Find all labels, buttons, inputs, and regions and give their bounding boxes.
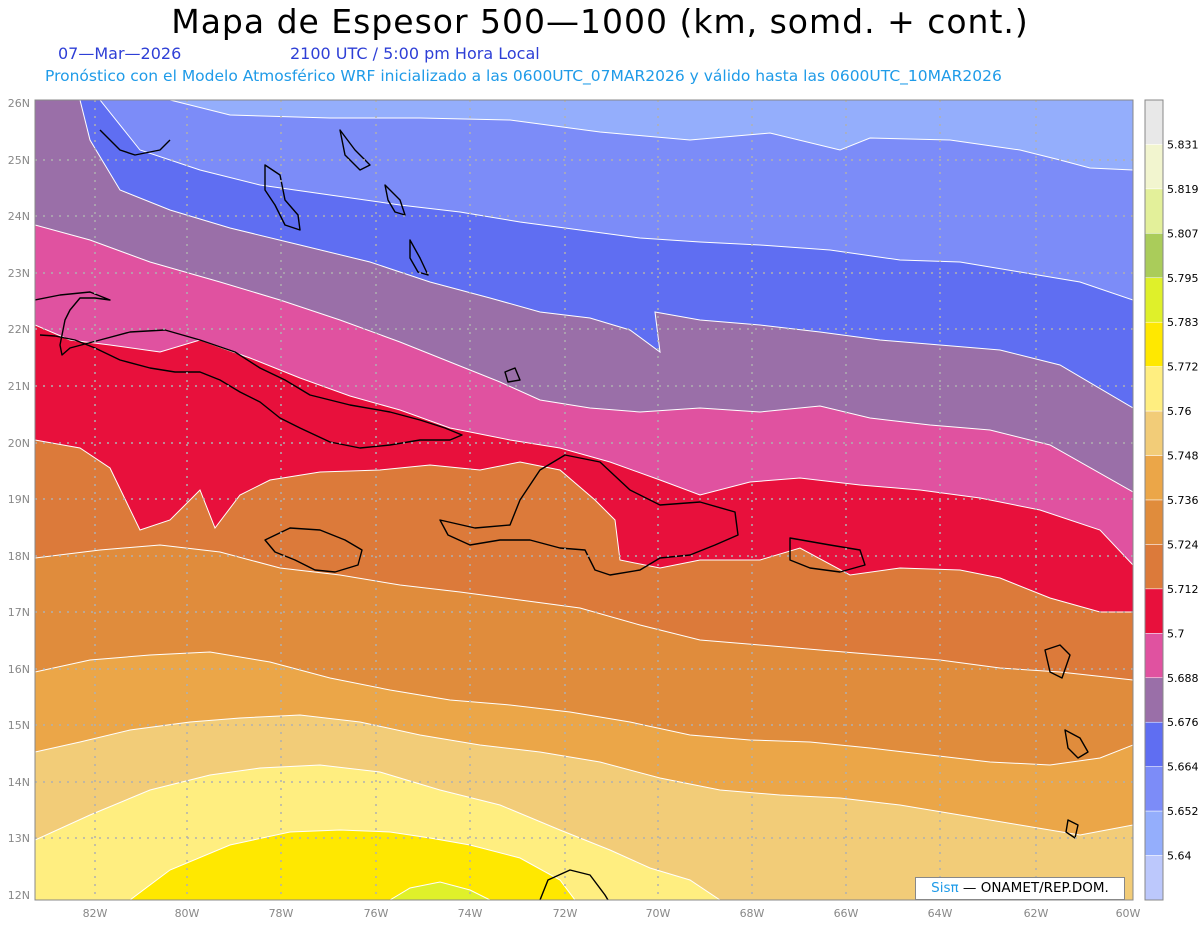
lat-label: 14N xyxy=(8,776,30,789)
lesser-antilles-outline-1 xyxy=(1044,644,1071,679)
colorbar-swatch xyxy=(1144,677,1164,723)
lon-label: 66W xyxy=(834,907,859,920)
lat-label: 18N xyxy=(8,550,30,563)
colorbar-label: 5.676 xyxy=(1167,716,1199,729)
lat-label: 26N xyxy=(8,97,30,110)
lat-label: 23N xyxy=(8,267,30,280)
colorbar-label: 5.7 xyxy=(1167,627,1185,640)
colorbar-swatch xyxy=(1144,499,1164,545)
lat-label: 17N xyxy=(8,606,30,619)
band-5772 xyxy=(129,829,576,900)
lon-label: 64W xyxy=(928,907,953,920)
lat-label: 24N xyxy=(8,210,30,223)
colorbar-swatch xyxy=(1144,588,1164,634)
colorbar-label: 5.736 xyxy=(1167,494,1199,507)
map-title: Mapa de Espesor 500—1000 (km, somd. + co… xyxy=(171,2,1029,41)
lon-label: 82W xyxy=(83,907,108,920)
forecast-time: 2100 UTC / 5:00 pm Hora Local xyxy=(290,44,540,63)
colorbar-swatch xyxy=(1144,321,1164,367)
colorbar-label: 5.819 xyxy=(1167,183,1199,196)
colorbar-label: 5.748 xyxy=(1167,450,1199,463)
colorbar-label: 5.664 xyxy=(1167,761,1199,774)
lon-label: 80W xyxy=(175,907,200,920)
plot-area xyxy=(35,100,1133,900)
credit-brand: Sisπ xyxy=(931,880,959,896)
puerto-rico-outline xyxy=(789,537,866,573)
colorbar-label: 5.807 xyxy=(1167,227,1199,240)
colorbar-swatch xyxy=(1144,233,1164,279)
lon-label: 62W xyxy=(1024,907,1049,920)
lat-labels: 26N 25N 24N 23N 22N 21N 20N 19N 18N 17N … xyxy=(8,97,30,902)
lat-label: 20N xyxy=(8,437,30,450)
lon-label: 76W xyxy=(364,907,389,920)
band-5783 xyxy=(389,881,491,900)
lon-label: 68W xyxy=(740,907,765,920)
credit-box: Sisπ — ONAMET/REP.DOM. xyxy=(915,877,1125,900)
forecast-date: 07—Mar—2026 xyxy=(58,44,182,63)
colorbar-swatch xyxy=(1144,544,1164,590)
colorbar-swatch xyxy=(1144,277,1164,323)
colorbar-swatch xyxy=(1144,188,1164,234)
colorbar-label: 5.688 xyxy=(1167,672,1199,685)
colorbar-swatch xyxy=(1144,144,1164,190)
lon-label: 74W xyxy=(458,907,483,920)
bahamas-outline-1 xyxy=(264,164,301,231)
bahamas-outline-3 xyxy=(384,184,406,216)
lon-labels: 82W 80W 78W 76W 74W 72W 70W 68W 66W 64W … xyxy=(83,907,1141,920)
colorbar-swatch xyxy=(1144,99,1164,145)
hispaniola-outline xyxy=(439,454,739,576)
lat-label: 12N xyxy=(8,889,30,902)
lon-label: 72W xyxy=(553,907,578,920)
lon-label: 60W xyxy=(1116,907,1141,920)
colorbar-swatch xyxy=(1144,810,1164,856)
jamaica-outline xyxy=(264,527,363,573)
lon-label: 70W xyxy=(646,907,671,920)
lesser-antilles-outline-2 xyxy=(1064,729,1089,759)
model-description: Pronóstico con el Modelo Atmosférico WRF… xyxy=(45,67,1002,85)
colorbar-swatch xyxy=(1144,855,1164,901)
colorbar-swatch xyxy=(1144,366,1164,412)
colorbar-label: 5.795 xyxy=(1167,272,1199,285)
credit-text: — ONAMET/REP.DOM. xyxy=(958,880,1109,896)
colorbar-label: 5.772 xyxy=(1167,361,1199,374)
lat-label: 25N xyxy=(8,154,30,167)
bahamas-outline-2 xyxy=(339,129,371,171)
colorbar-label: 5.724 xyxy=(1167,538,1199,551)
colorbar-label: 5.783 xyxy=(1167,316,1199,329)
lat-label: 21N xyxy=(8,380,30,393)
graticule xyxy=(35,100,1133,900)
lat-label: 22N xyxy=(8,323,30,336)
colorbar-label: 5.76 xyxy=(1167,405,1192,418)
lat-label: 16N xyxy=(8,663,30,676)
colorbar-swatch xyxy=(1144,721,1164,767)
turks-outline xyxy=(504,367,521,383)
colorbar: 5.831 5.819 5.807 5.795 5.783 5.772 5.76 5.748 5… xyxy=(1144,99,1199,901)
colorbar-label: 5.831 xyxy=(1167,138,1199,151)
colorbar-label: 5.64 xyxy=(1167,850,1192,863)
lon-label: 78W xyxy=(269,907,294,920)
colorbar-swatch xyxy=(1144,455,1164,501)
colorbar-swatch xyxy=(1144,410,1164,456)
south-america-outline xyxy=(539,869,609,900)
plot-frame xyxy=(34,99,1134,901)
bahamas-outline-4 xyxy=(409,239,429,276)
cuba-outline xyxy=(35,291,463,449)
colorbar-label: 5.652 xyxy=(1167,805,1199,818)
florida-outline xyxy=(99,129,171,156)
lat-label: 19N xyxy=(8,493,30,506)
colorbar-swatch xyxy=(1144,633,1164,679)
lat-label: 13N xyxy=(8,832,30,845)
colorbar-swatch xyxy=(1144,766,1164,812)
colorbar-frame xyxy=(1144,99,1164,901)
lat-label: 15N xyxy=(8,719,30,732)
colorbar-label: 5.712 xyxy=(1167,583,1199,596)
